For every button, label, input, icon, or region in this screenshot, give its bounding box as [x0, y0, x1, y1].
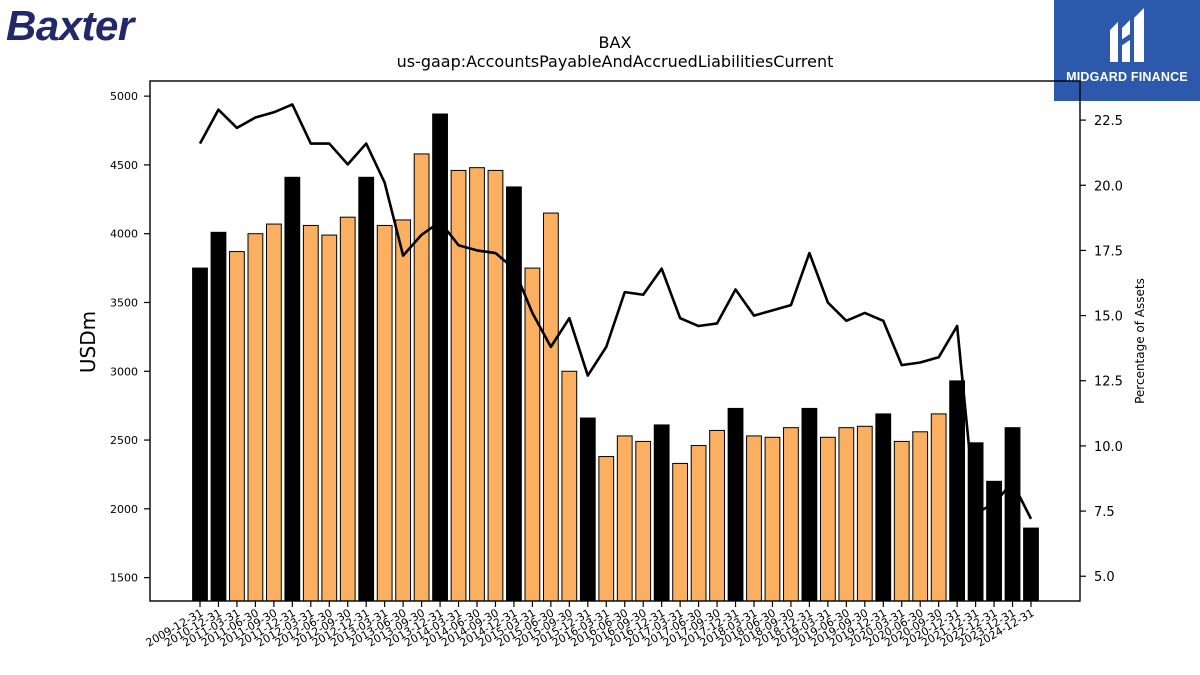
y-tick-label-2000: 2000 — [110, 503, 138, 516]
bar-2017-09-30 — [709, 429, 725, 602]
y-tick-label-1500: 1500 — [110, 572, 138, 585]
y-tick-label-5000: 5000 — [110, 90, 138, 103]
bar-2009-12-31 — [192, 267, 208, 602]
y2-tick-label-10.0: 10.0 — [1094, 440, 1123, 455]
bar-2018-12-31 — [801, 407, 818, 602]
bar-2017-06-30 — [690, 445, 707, 602]
chart-subtitle: us-gaap:AccountsPayableAndAccruedLiabili… — [396, 52, 834, 71]
bar-2015-09-30 — [561, 370, 578, 602]
y2-tick-label-17.5: 17.5 — [1094, 244, 1123, 259]
bar-2016-06-30 — [616, 435, 633, 602]
bar-2014-12-31 — [506, 186, 522, 602]
bar-2013-06-30 — [395, 219, 412, 602]
y2-axis-label: Percentage of Assets — [1133, 278, 1147, 404]
bar-2015-06-30 — [542, 212, 559, 602]
bar-2012-03-31 — [302, 224, 319, 602]
bar-2013-12-31 — [432, 113, 448, 602]
bar-2016-12-31 — [653, 424, 670, 602]
bar-2019-12-31 — [875, 413, 892, 602]
bar-2018-06-30 — [764, 436, 781, 602]
chart-title: BAX — [598, 33, 632, 52]
baxter-logo: Baxter — [6, 2, 134, 49]
bar-2011-12-31 — [284, 176, 301, 602]
bar-2019-06-30 — [838, 427, 855, 602]
y2-tick-label-20.0: 20.0 — [1094, 179, 1123, 194]
bar-2012-06-30 — [321, 234, 338, 602]
bar-2020-03-31 — [893, 440, 910, 602]
bar-2023-12-31 — [1004, 427, 1021, 602]
bar-2018-03-31 — [746, 435, 762, 602]
bar-2014-09-30 — [487, 169, 504, 602]
bar-2016-03-31 — [598, 456, 615, 602]
bar-2011-03-31 — [229, 251, 245, 602]
bar-2013-03-31 — [376, 224, 393, 602]
plot-frame — [149, 80, 1081, 602]
midgard-logo-icon — [1110, 8, 1144, 62]
bar-2015-12-31 — [579, 417, 596, 602]
bar-2011-09-30 — [265, 223, 282, 602]
y-tick-label-4000: 4000 — [110, 228, 138, 241]
y2-tick-label-12.5: 12.5 — [1094, 375, 1123, 390]
bar-2024-12-31 — [1023, 527, 1039, 602]
y-axis-label: USDm — [76, 311, 100, 373]
bar-2019-09-30 — [856, 425, 873, 602]
y2-tick-label-15.0: 15.0 — [1094, 310, 1123, 325]
bar-2019-03-31 — [819, 436, 836, 602]
bar-2020-09-30 — [930, 413, 947, 602]
bar-2017-12-31 — [727, 407, 744, 602]
bar-2012-12-31 — [358, 176, 375, 602]
midgard-logo-text: MIDGARD FINANCE — [1066, 70, 1188, 84]
bar-2018-09-30 — [783, 427, 799, 602]
midgard-finance-logo: MIDGARD FINANCE — [1054, 0, 1200, 101]
bar-2013-09-30 — [413, 153, 430, 602]
bar-2015-03-31 — [524, 267, 541, 602]
bar-2020-12-31 — [949, 380, 966, 602]
y-tick-label-4500: 4500 — [110, 159, 138, 172]
bar-2012-09-30 — [339, 216, 356, 602]
bar-2017-03-31 — [672, 462, 689, 602]
percentage-line — [198, 103, 1033, 520]
y-tick-label-3000: 3000 — [110, 365, 138, 378]
y-tick-label-3500: 3500 — [110, 296, 138, 309]
bar-2016-09-30 — [635, 440, 652, 602]
bar-2020-06-30 — [912, 431, 929, 602]
bar-2014-03-31 — [450, 169, 467, 602]
y-tick-label-2500: 2500 — [110, 434, 138, 447]
bar-2011-06-30 — [247, 233, 264, 602]
bar-2010-12-31 — [210, 231, 227, 602]
bar-2014-06-30 — [469, 167, 485, 602]
y2-tick-label-7.5: 7.5 — [1094, 505, 1115, 520]
y2-tick-label-22.5: 22.5 — [1094, 114, 1123, 129]
y2-tick-label-5.0: 5.0 — [1094, 570, 1115, 585]
